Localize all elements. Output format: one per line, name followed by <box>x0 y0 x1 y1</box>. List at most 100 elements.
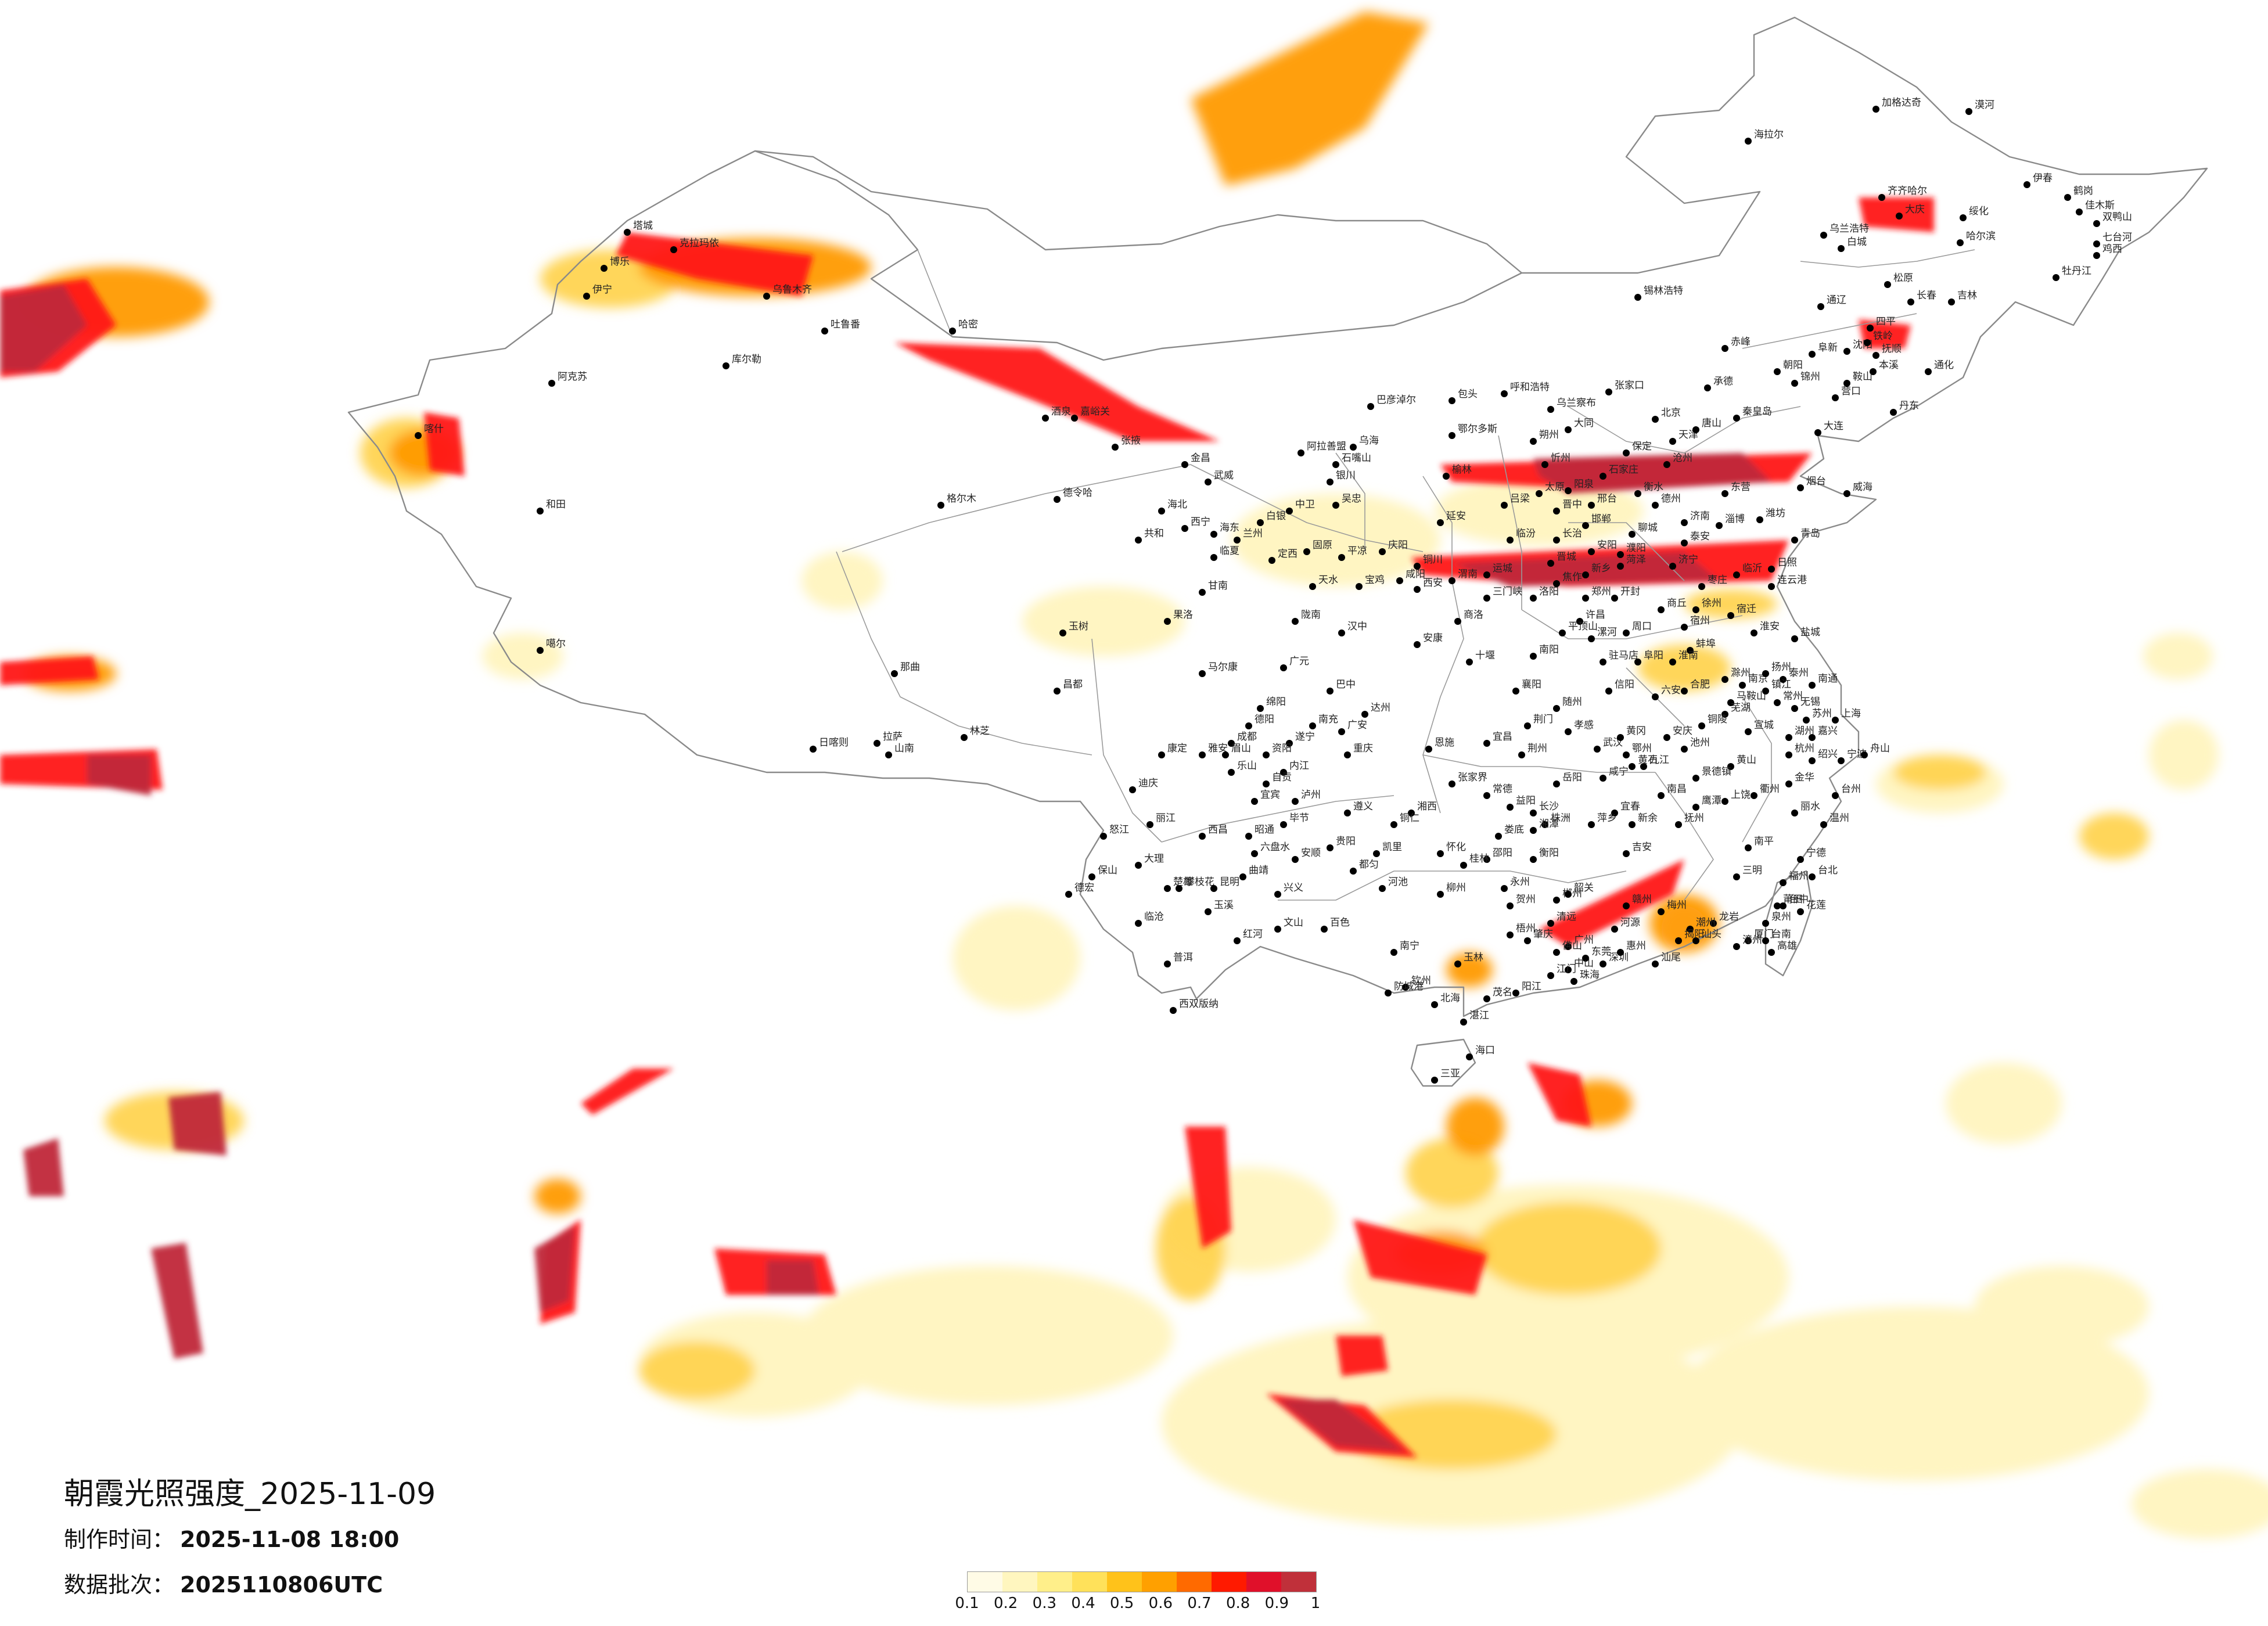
city: 白城 <box>1838 236 1867 252</box>
city: 贵阳 <box>1327 836 1356 851</box>
china-outline <box>347 16 2208 1017</box>
city-label: 德宏 <box>1074 882 1094 894</box>
city: 南阳 <box>1530 644 1559 660</box>
city: 海口 <box>1466 1045 1495 1060</box>
city-dot <box>1321 926 1328 933</box>
city: 周口 <box>1623 621 1652 636</box>
city-dot <box>1390 821 1397 828</box>
city: 庆阳 <box>1379 539 1408 555</box>
city: 宝鸡 <box>1356 574 1385 590</box>
city-label: 桂林 <box>1469 853 1489 865</box>
city-dot <box>1350 444 1357 451</box>
city-dot <box>1861 751 1868 758</box>
city: 乌兰察布 <box>1547 397 1596 413</box>
city-label: 红河 <box>1243 929 1263 940</box>
city: 黄山 <box>1727 754 1756 770</box>
city-label: 梧州 <box>1516 923 1536 934</box>
city-label: 营口 <box>1841 386 1861 397</box>
city-label: 绍兴 <box>1818 749 1838 760</box>
city-label: 遵义 <box>1353 801 1373 812</box>
city-dot <box>1629 763 1636 770</box>
city-dot <box>1239 873 1246 880</box>
city-dot <box>1437 891 1444 898</box>
city-label: 白银 <box>1266 510 1286 522</box>
city: 苏州 <box>1803 708 1832 724</box>
city-label: 果洛 <box>1173 609 1193 621</box>
city-dot <box>961 734 968 741</box>
city-dot <box>1803 717 1810 724</box>
city: 吉安 <box>1623 841 1652 857</box>
city-label: 泰州 <box>1789 667 1809 679</box>
city-dot <box>1245 833 1252 840</box>
city-label: 大连 <box>1824 420 1843 432</box>
city: 抚州 <box>1675 812 1704 828</box>
city-dot <box>1809 682 1816 689</box>
city-label: 蚌埠 <box>1696 638 1716 650</box>
city-dot <box>885 751 892 758</box>
city-dot <box>1658 606 1665 613</box>
city: 新余 <box>1629 812 1658 828</box>
city: 海东 <box>1210 522 1239 538</box>
city-label: 漯河 <box>1597 627 1617 638</box>
city-dot <box>1483 740 1490 747</box>
legend-swatch <box>1281 1572 1316 1592</box>
city-label: 随州 <box>1562 696 1582 708</box>
city-dot <box>1867 325 1874 332</box>
city: 菏泽 <box>1617 554 1646 570</box>
city-label: 保山 <box>1098 865 1117 876</box>
city-dot <box>1675 937 1682 944</box>
city-label: 兰州 <box>1243 528 1263 539</box>
city-dot <box>1600 775 1606 782</box>
city: 秦皇岛 <box>1733 406 1772 422</box>
city: 泉州 <box>1762 911 1791 927</box>
city: 鄂州 <box>1623 743 1652 758</box>
city-label: 张家口 <box>1615 380 1644 391</box>
city-label: 宿迁 <box>1737 603 1756 615</box>
city-label: 益阳 <box>1516 795 1536 807</box>
city-label: 丹东 <box>1899 400 1919 412</box>
city-label: 温州 <box>1830 812 1849 824</box>
city-label: 大同 <box>1574 418 1594 429</box>
city: 青岛 <box>1791 528 1820 544</box>
city: 内江 <box>1280 760 1309 776</box>
city: 库尔勒 <box>723 354 761 369</box>
legend-tick: 0.8 <box>1225 1595 1250 1612</box>
city-dot <box>1774 902 1781 909</box>
city-label: 舟山 <box>1870 743 1890 754</box>
city: 朝阳 <box>1774 359 1803 375</box>
city-label: 恩施 <box>1435 737 1454 749</box>
city-label: 黄冈 <box>1626 725 1646 737</box>
city-dot <box>1739 682 1746 689</box>
city-dot <box>1234 537 1241 544</box>
city: 大理 <box>1135 853 1164 869</box>
legend-swatch <box>1142 1572 1177 1592</box>
city-dot <box>1367 403 1374 410</box>
city-label: 邢台 <box>1597 493 1617 505</box>
city: 宜春 <box>1611 801 1640 816</box>
city-label: 安庆 <box>1673 725 1692 737</box>
city-dot <box>1390 949 1397 956</box>
city-label: 阳泉 <box>1574 479 1594 490</box>
city: 南通 <box>1809 673 1838 689</box>
city: 七台河 <box>2093 232 2132 247</box>
city: 本溪 <box>1870 359 1899 375</box>
city: 商丘 <box>1658 598 1687 613</box>
city-dot <box>763 293 770 300</box>
legend-tick: 0.1 <box>955 1595 979 1612</box>
city: 保定 <box>1623 441 1652 456</box>
city-dot <box>1414 563 1421 570</box>
city-label: 绵阳 <box>1266 696 1286 708</box>
city: 韶关 <box>1565 882 1594 898</box>
intensity-overlay-strong <box>0 197 1934 1458</box>
city-label: 汉中 <box>1347 621 1367 632</box>
city-label: 六盘水 <box>1260 841 1290 853</box>
city-dot <box>1623 902 1630 909</box>
city-dot <box>1565 943 1572 950</box>
city: 泰安 <box>1681 531 1710 546</box>
city-label: 长沙 <box>1539 801 1559 812</box>
mongolia-border-north <box>754 150 1522 274</box>
city-label: 运城 <box>1493 563 1512 574</box>
city-dot <box>1838 245 1845 252</box>
city-dot <box>1059 629 1066 636</box>
city-dot <box>1780 902 1787 909</box>
